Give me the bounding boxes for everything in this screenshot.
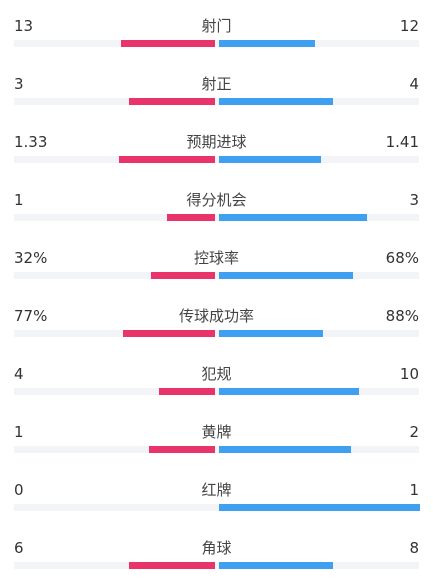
away-bar (218, 214, 367, 221)
home-bar (128, 562, 215, 569)
home-bar (120, 40, 215, 47)
stat-label: 控球率 (193, 249, 239, 267)
stat-label: 得分机会 (186, 191, 247, 209)
bar-track (14, 446, 419, 453)
stat-label: 红牌 (201, 481, 232, 499)
away-bar (218, 272, 353, 279)
stat-label: 预期进球 (186, 133, 247, 151)
away-bar (218, 40, 315, 47)
stat-label: 黄牌 (201, 423, 232, 441)
away-value: 88% (385, 307, 419, 325)
home-value: 3 (14, 75, 24, 93)
stat-row-yellow-cards: 1 黄牌 2 (0, 406, 433, 464)
away-bar (218, 98, 333, 105)
away-bar (218, 330, 323, 337)
home-bar (166, 214, 215, 221)
away-value: 2 (409, 423, 419, 441)
home-value: 4 (14, 365, 24, 383)
bar-track (14, 98, 419, 105)
stat-row-pass-accuracy: 77% 传球成功率 88% (0, 290, 433, 348)
stat-row-big-chances: 1 得分机会 3 (0, 174, 433, 232)
stat-label: 射正 (201, 75, 232, 93)
home-bar (150, 272, 215, 279)
away-value: 1.41 (385, 133, 419, 151)
away-value: 68% (385, 249, 419, 267)
home-bar (158, 388, 215, 395)
home-bar (122, 330, 215, 337)
bar-track (14, 156, 419, 163)
bar-track (14, 388, 419, 395)
home-value: 13 (14, 17, 34, 35)
home-value: 1.33 (14, 133, 48, 151)
away-bar (218, 156, 321, 163)
stat-label: 角球 (201, 539, 232, 557)
stat-label: 传球成功率 (178, 307, 254, 325)
bar-track (14, 562, 419, 569)
away-bar (218, 388, 359, 395)
stat-row-possession: 32% 控球率 68% (0, 232, 433, 290)
away-value: 8 (409, 539, 419, 557)
stat-row-expected-goals: 1.33 预期进球 1.41 (0, 116, 433, 174)
bar-track (14, 214, 419, 221)
home-value: 0 (14, 481, 24, 499)
stat-label: 犯规 (201, 365, 232, 383)
bar-track (14, 330, 419, 337)
home-value: 1 (14, 191, 24, 209)
stat-row-shots-on-target: 3 射正 4 (0, 58, 433, 116)
home-value: 77% (14, 307, 48, 325)
bar-track (14, 272, 419, 279)
stat-row-shots: 13 射门 12 (0, 0, 433, 58)
home-bar (148, 446, 215, 453)
away-value: 3 (409, 191, 419, 209)
home-value: 6 (14, 539, 24, 557)
home-bar (128, 98, 215, 105)
away-bar (218, 562, 333, 569)
away-value: 1 (409, 481, 419, 499)
away-value: 10 (399, 365, 419, 383)
stat-label: 射门 (201, 17, 232, 35)
home-value: 32% (14, 249, 48, 267)
stat-row-corners: 6 角球 8 (0, 522, 433, 580)
away-bar (218, 504, 420, 511)
home-bar (118, 156, 215, 163)
away-value: 12 (399, 17, 419, 35)
home-value: 1 (14, 423, 24, 441)
stat-row-fouls: 4 犯规 10 (0, 348, 433, 406)
bar-track (14, 504, 419, 511)
bar-track (14, 40, 419, 47)
away-value: 4 (409, 75, 419, 93)
stat-row-red-cards: 0 红牌 1 (0, 464, 433, 522)
away-bar (218, 446, 351, 453)
